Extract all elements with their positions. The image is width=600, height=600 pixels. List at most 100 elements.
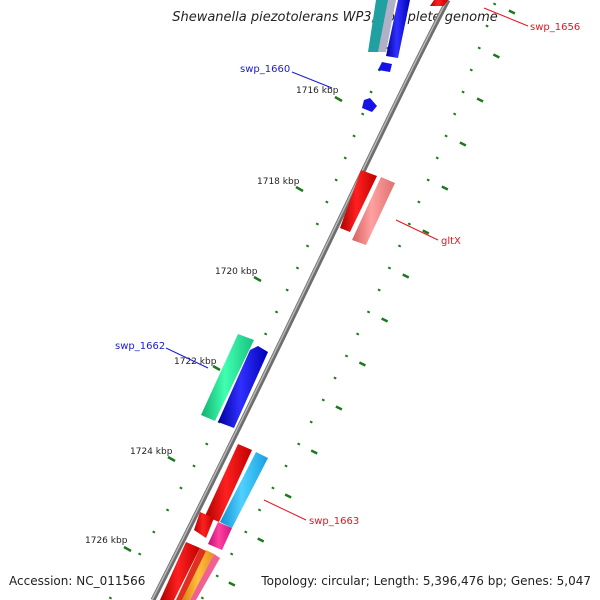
gc-skew-dash (441, 185, 449, 191)
gc-skew-dash (459, 141, 467, 147)
gc-track-dot (453, 112, 457, 116)
gene-feature-red-gltX-partner[interactable] (340, 170, 377, 232)
genes-value: 5,047 (556, 574, 591, 588)
gene-feature-blue-small-a[interactable] (378, 62, 392, 72)
gc-track-dot (343, 156, 347, 160)
accession-value: NC_011566 (76, 574, 146, 588)
gene-label-swp-1656[interactable]: swp_1656 (530, 22, 580, 33)
gc-skew-dash (402, 273, 410, 279)
gc-track-dot (397, 244, 402, 248)
gc-skew-dash (310, 449, 318, 455)
tick-label-1716: 1716 kbp (296, 86, 339, 96)
gene-feature-swp-1662-green[interactable] (201, 334, 254, 421)
gc-track-dot (321, 398, 325, 402)
gc-track-dot (179, 486, 183, 490)
accession-line: Accession: NC_011566 (9, 574, 145, 588)
gc-track-dot (230, 552, 234, 556)
gc-track-dot (361, 112, 365, 116)
gc-skew-dash (508, 9, 516, 15)
gc-track-dot (297, 442, 301, 446)
gene-label-swp-1663[interactable]: swp_1663 (309, 516, 359, 527)
gc-track-dot (485, 24, 489, 28)
gc-track-dot (344, 354, 349, 358)
gene-feature-teal-top[interactable] (368, 0, 390, 52)
gc-track-dot (333, 376, 337, 380)
gc-track-dot (444, 134, 448, 138)
genes-label: Genes: (510, 574, 553, 588)
gc-track-dot (284, 464, 288, 468)
length-value: 5,396,476 bp (422, 574, 503, 588)
gc-track-dot (274, 310, 279, 314)
tick-label-1718: 1718 kbp (257, 177, 300, 187)
gene-label-swp-1662[interactable]: swp_1662 (115, 341, 165, 352)
gc-track-dot (295, 266, 300, 270)
tick-mark-1726 (123, 545, 132, 553)
gc-track-dot (309, 420, 313, 424)
tick-mark-1722 (212, 364, 221, 372)
gene-feature-blue-small-b[interactable] (362, 98, 377, 112)
leader-line-gltX (395, 219, 439, 241)
gc-track-dot (305, 244, 310, 248)
gc-track-dot (138, 552, 142, 556)
gc-track-dot (257, 508, 262, 512)
gc-track-dot (334, 178, 338, 182)
gene-label-gltX[interactable]: gltX (441, 236, 461, 247)
gene-labels[interactable]: swp_1656 swp_1660 gltX swp_1662 swp_1663 (115, 7, 580, 527)
gene-features[interactable] (160, 0, 448, 600)
gc-track-dot (492, 2, 497, 6)
gc-track-dot (165, 508, 170, 512)
gc-track-dot (123, 574, 127, 578)
topology-value: circular (321, 574, 366, 588)
gc-track-dot (315, 222, 319, 226)
gc-skew-dash (422, 229, 430, 235)
tick-label-1726: 1726 kbp (85, 536, 128, 546)
gene-feature-red-small[interactable] (194, 512, 214, 538)
gc-track-dot (387, 266, 392, 270)
gc-track-dot (215, 574, 219, 578)
gene-feature-red-bottom[interactable] (160, 542, 200, 600)
gene-feature-gray-top[interactable] (378, 0, 396, 52)
gc-track-dot (285, 288, 289, 292)
gc-track-dot (192, 464, 196, 468)
gc-skew-dash (335, 405, 343, 411)
gc-track-dot (325, 200, 329, 204)
leader-line-swp-1656 (483, 7, 529, 27)
gene-feature-gltX[interactable] (352, 177, 395, 245)
gc-skew-dash (381, 317, 389, 323)
gene-feature-orange-bottom[interactable] (182, 550, 214, 600)
gene-feature-red-lower[interactable] (205, 444, 252, 522)
gc-track-dot (152, 530, 156, 534)
genome-title: Shewanella piezotolerans WP3, complete g… (172, 10, 498, 25)
gc-track-dot (264, 332, 268, 336)
tick-mark-1718 (295, 185, 304, 193)
gene-feature-blue-top[interactable] (386, 0, 410, 58)
gc-skew-dash (492, 53, 500, 59)
gc-track-dot (407, 222, 411, 226)
gc-track-dot (477, 46, 481, 50)
gc-track-dot (369, 90, 373, 94)
gc-track-dot (366, 310, 371, 314)
gene-feature-magenta[interactable] (208, 522, 232, 550)
gc-track-dot (205, 442, 209, 446)
gc-track-dot (244, 530, 248, 534)
gc-skew-dash (284, 493, 292, 499)
gene-feature-swp-1662-blue[interactable] (218, 346, 268, 428)
genome-backbone (150, 0, 451, 600)
gene-feature-magenta-bottom[interactable] (190, 554, 220, 600)
accession-label: Accession: (9, 574, 73, 588)
gc-track-dot (461, 90, 465, 94)
gc-track-dot (108, 596, 113, 600)
topology-label: Topology: (261, 574, 318, 588)
gene-feature-red-top[interactable] (430, 0, 448, 6)
gc-track-dot (271, 486, 275, 490)
leader-line-swp-1662 (165, 347, 209, 369)
gene-feature-swp-1663-cyan[interactable] (220, 452, 268, 528)
gene-feature-red-bottom-b[interactable] (176, 548, 206, 600)
gc-skew-dash (257, 537, 265, 543)
tick-mark-1716 (334, 95, 343, 103)
tick-mark-1724 (167, 455, 176, 463)
gene-label-swp-1660[interactable]: swp_1660 (240, 64, 290, 75)
gc-track-dot (426, 178, 430, 182)
genome-backbone-highlight (151, 0, 448, 600)
